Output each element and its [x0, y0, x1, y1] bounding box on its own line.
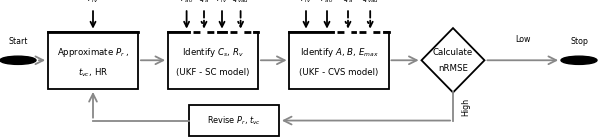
Text: $P_{lv}$: $P_{lv}$: [300, 0, 312, 5]
Text: $P_{lv}$: $P_{lv}$: [87, 0, 99, 5]
Circle shape: [0, 56, 36, 64]
Text: $P_{ao}$: $P_{ao}$: [180, 0, 193, 5]
Text: $P_{lv}$: $P_{lv}$: [216, 0, 228, 5]
Text: Start: Start: [8, 37, 28, 46]
Text: Revise $P_r$, $t_{vc}$: Revise $P_r$, $t_{vc}$: [207, 114, 261, 127]
Text: $Q_a$: $Q_a$: [343, 0, 353, 5]
Text: (UKF - CVS model): (UKF - CVS model): [299, 68, 379, 77]
Text: (UKF - SC model): (UKF - SC model): [176, 68, 250, 77]
Polygon shape: [421, 28, 485, 92]
Text: $Q_{vad}$: $Q_{vad}$: [361, 0, 379, 5]
Circle shape: [561, 56, 597, 64]
Text: Low: Low: [515, 35, 530, 44]
Text: $Q_a$: $Q_a$: [199, 0, 209, 5]
Text: Identify $A$, $B$, $E_{max}$: Identify $A$, $B$, $E_{max}$: [299, 46, 379, 58]
Text: High: High: [462, 97, 471, 116]
Bar: [289, 32, 389, 89]
Text: Approximate $P_r$ ,: Approximate $P_r$ ,: [56, 46, 130, 58]
Text: $P_{ao}$: $P_{ao}$: [320, 0, 334, 5]
Text: $t_{vc}$, HR: $t_{vc}$, HR: [78, 66, 108, 79]
Text: nRMSE: nRMSE: [438, 64, 468, 73]
Text: Identify $C_s$, $R_v$: Identify $C_s$, $R_v$: [182, 46, 244, 58]
Text: Stop: Stop: [570, 37, 588, 46]
Bar: [168, 32, 258, 89]
Bar: [189, 105, 279, 136]
Text: Calculate: Calculate: [433, 48, 473, 57]
Text: $Q_{vad}$: $Q_{vad}$: [232, 0, 250, 5]
Bar: [48, 32, 138, 89]
